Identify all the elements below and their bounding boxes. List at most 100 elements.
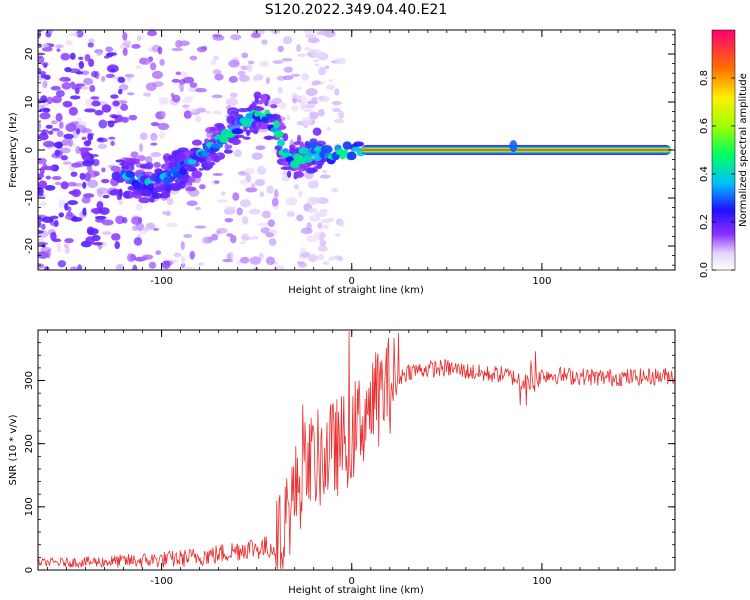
noise-blob <box>189 250 195 260</box>
noise-blob <box>157 46 163 55</box>
noise-blob <box>286 210 295 218</box>
noise-blob <box>317 108 325 117</box>
ridge-blob <box>353 141 365 147</box>
signal-blob <box>38 222 42 226</box>
noise-blob <box>319 240 327 247</box>
noise-blob <box>147 30 157 37</box>
noise-blob <box>153 227 160 232</box>
noise-blob <box>61 138 70 146</box>
signal-blob <box>87 133 94 141</box>
signal-blob <box>92 241 104 246</box>
noise-blob <box>320 218 332 224</box>
noise-blob <box>202 236 213 244</box>
noise-blob <box>97 143 108 150</box>
noise-blob <box>171 47 184 52</box>
signal-blob <box>71 188 82 198</box>
signal-blob <box>38 229 44 234</box>
noise-blob <box>241 215 249 225</box>
signal-blob <box>82 181 87 189</box>
noise-blob <box>115 215 125 225</box>
ridge-blob <box>282 148 289 154</box>
colorbar-tick-label: 0.8 <box>699 70 710 86</box>
noise-blob <box>77 264 83 270</box>
snr-x-tick-label: 100 <box>532 576 551 587</box>
snr-y-tick-label: 200 <box>24 434 35 453</box>
noise-blob <box>267 219 276 227</box>
spectrogram-y-tick-label: 20 <box>24 48 35 61</box>
noise-blob <box>317 253 325 261</box>
noise-blob <box>251 235 259 240</box>
signal-blob <box>101 104 112 113</box>
noise-blob <box>268 238 277 246</box>
noise-blob <box>328 256 335 262</box>
noise-blob <box>189 82 198 88</box>
colorbar-tick-label: 0.4 <box>699 166 710 182</box>
signal-blob <box>82 160 94 167</box>
signal-blob <box>153 161 161 168</box>
noise-blob <box>136 35 142 42</box>
signal-blob <box>120 165 130 170</box>
noise-blob <box>165 210 171 217</box>
noise-blob <box>86 165 93 172</box>
noise-blob <box>180 241 185 251</box>
noise-blob <box>325 65 330 70</box>
noise-blob <box>38 30 42 39</box>
signal-blob <box>226 115 236 125</box>
signal-blob <box>101 167 106 173</box>
colorbar-tick-label: 0.2 <box>699 214 710 230</box>
noise-blob <box>60 147 71 154</box>
signal-blob <box>224 142 229 151</box>
snr-panel: -100 0 100 0 100 200 300 Height of straight li… <box>8 329 676 596</box>
signal-blob <box>96 201 104 210</box>
noise-blob <box>38 217 44 223</box>
colorbar-tick-label: 0.6 <box>699 118 710 134</box>
noise-blob <box>305 88 318 97</box>
signal-blob <box>111 115 119 119</box>
ridge-blob <box>509 140 518 153</box>
noise-blob <box>321 30 333 37</box>
noise-blob <box>142 226 151 232</box>
noise-blob <box>311 96 318 103</box>
noise-blob <box>64 246 70 255</box>
signal-blob <box>99 207 110 215</box>
noise-blob <box>122 217 128 224</box>
signal-blob <box>38 135 43 140</box>
noise-blob <box>85 98 94 108</box>
noise-blob <box>150 122 160 127</box>
noise-blob <box>277 86 283 94</box>
noise-blob <box>51 95 62 104</box>
signal-blob <box>138 196 151 204</box>
noise-blob <box>229 92 238 98</box>
snr-line-layer <box>38 331 675 569</box>
noise-blob <box>161 260 171 269</box>
noise-blob <box>184 266 196 270</box>
noise-blob <box>63 243 69 248</box>
signal-blob <box>106 64 119 73</box>
ridge-blob <box>346 151 357 161</box>
noise-blob <box>194 225 207 229</box>
ridge-blob <box>125 170 136 178</box>
noise-blob <box>139 132 148 141</box>
signal-blob <box>59 76 71 82</box>
signal-blob <box>76 128 81 135</box>
signal-blob <box>62 100 73 108</box>
noise-blob <box>334 88 340 96</box>
noise-blob <box>314 63 320 67</box>
noise-blob <box>338 110 345 119</box>
noise-blob <box>239 241 246 245</box>
ridge-blob <box>273 130 284 138</box>
noise-blob <box>306 235 318 243</box>
signal-blob <box>263 135 276 140</box>
signal-blob <box>191 139 203 146</box>
noise-blob <box>254 73 264 81</box>
noise-blob <box>297 99 303 103</box>
noise-blob <box>42 140 55 148</box>
noise-blob <box>96 50 103 56</box>
noise-blob <box>81 265 87 270</box>
noise-blob <box>132 225 138 231</box>
noise-blob <box>196 46 207 53</box>
noise-blob <box>80 70 90 75</box>
ridge-blob <box>147 183 155 192</box>
noise-blob <box>38 157 47 165</box>
noise-blob <box>222 258 234 263</box>
